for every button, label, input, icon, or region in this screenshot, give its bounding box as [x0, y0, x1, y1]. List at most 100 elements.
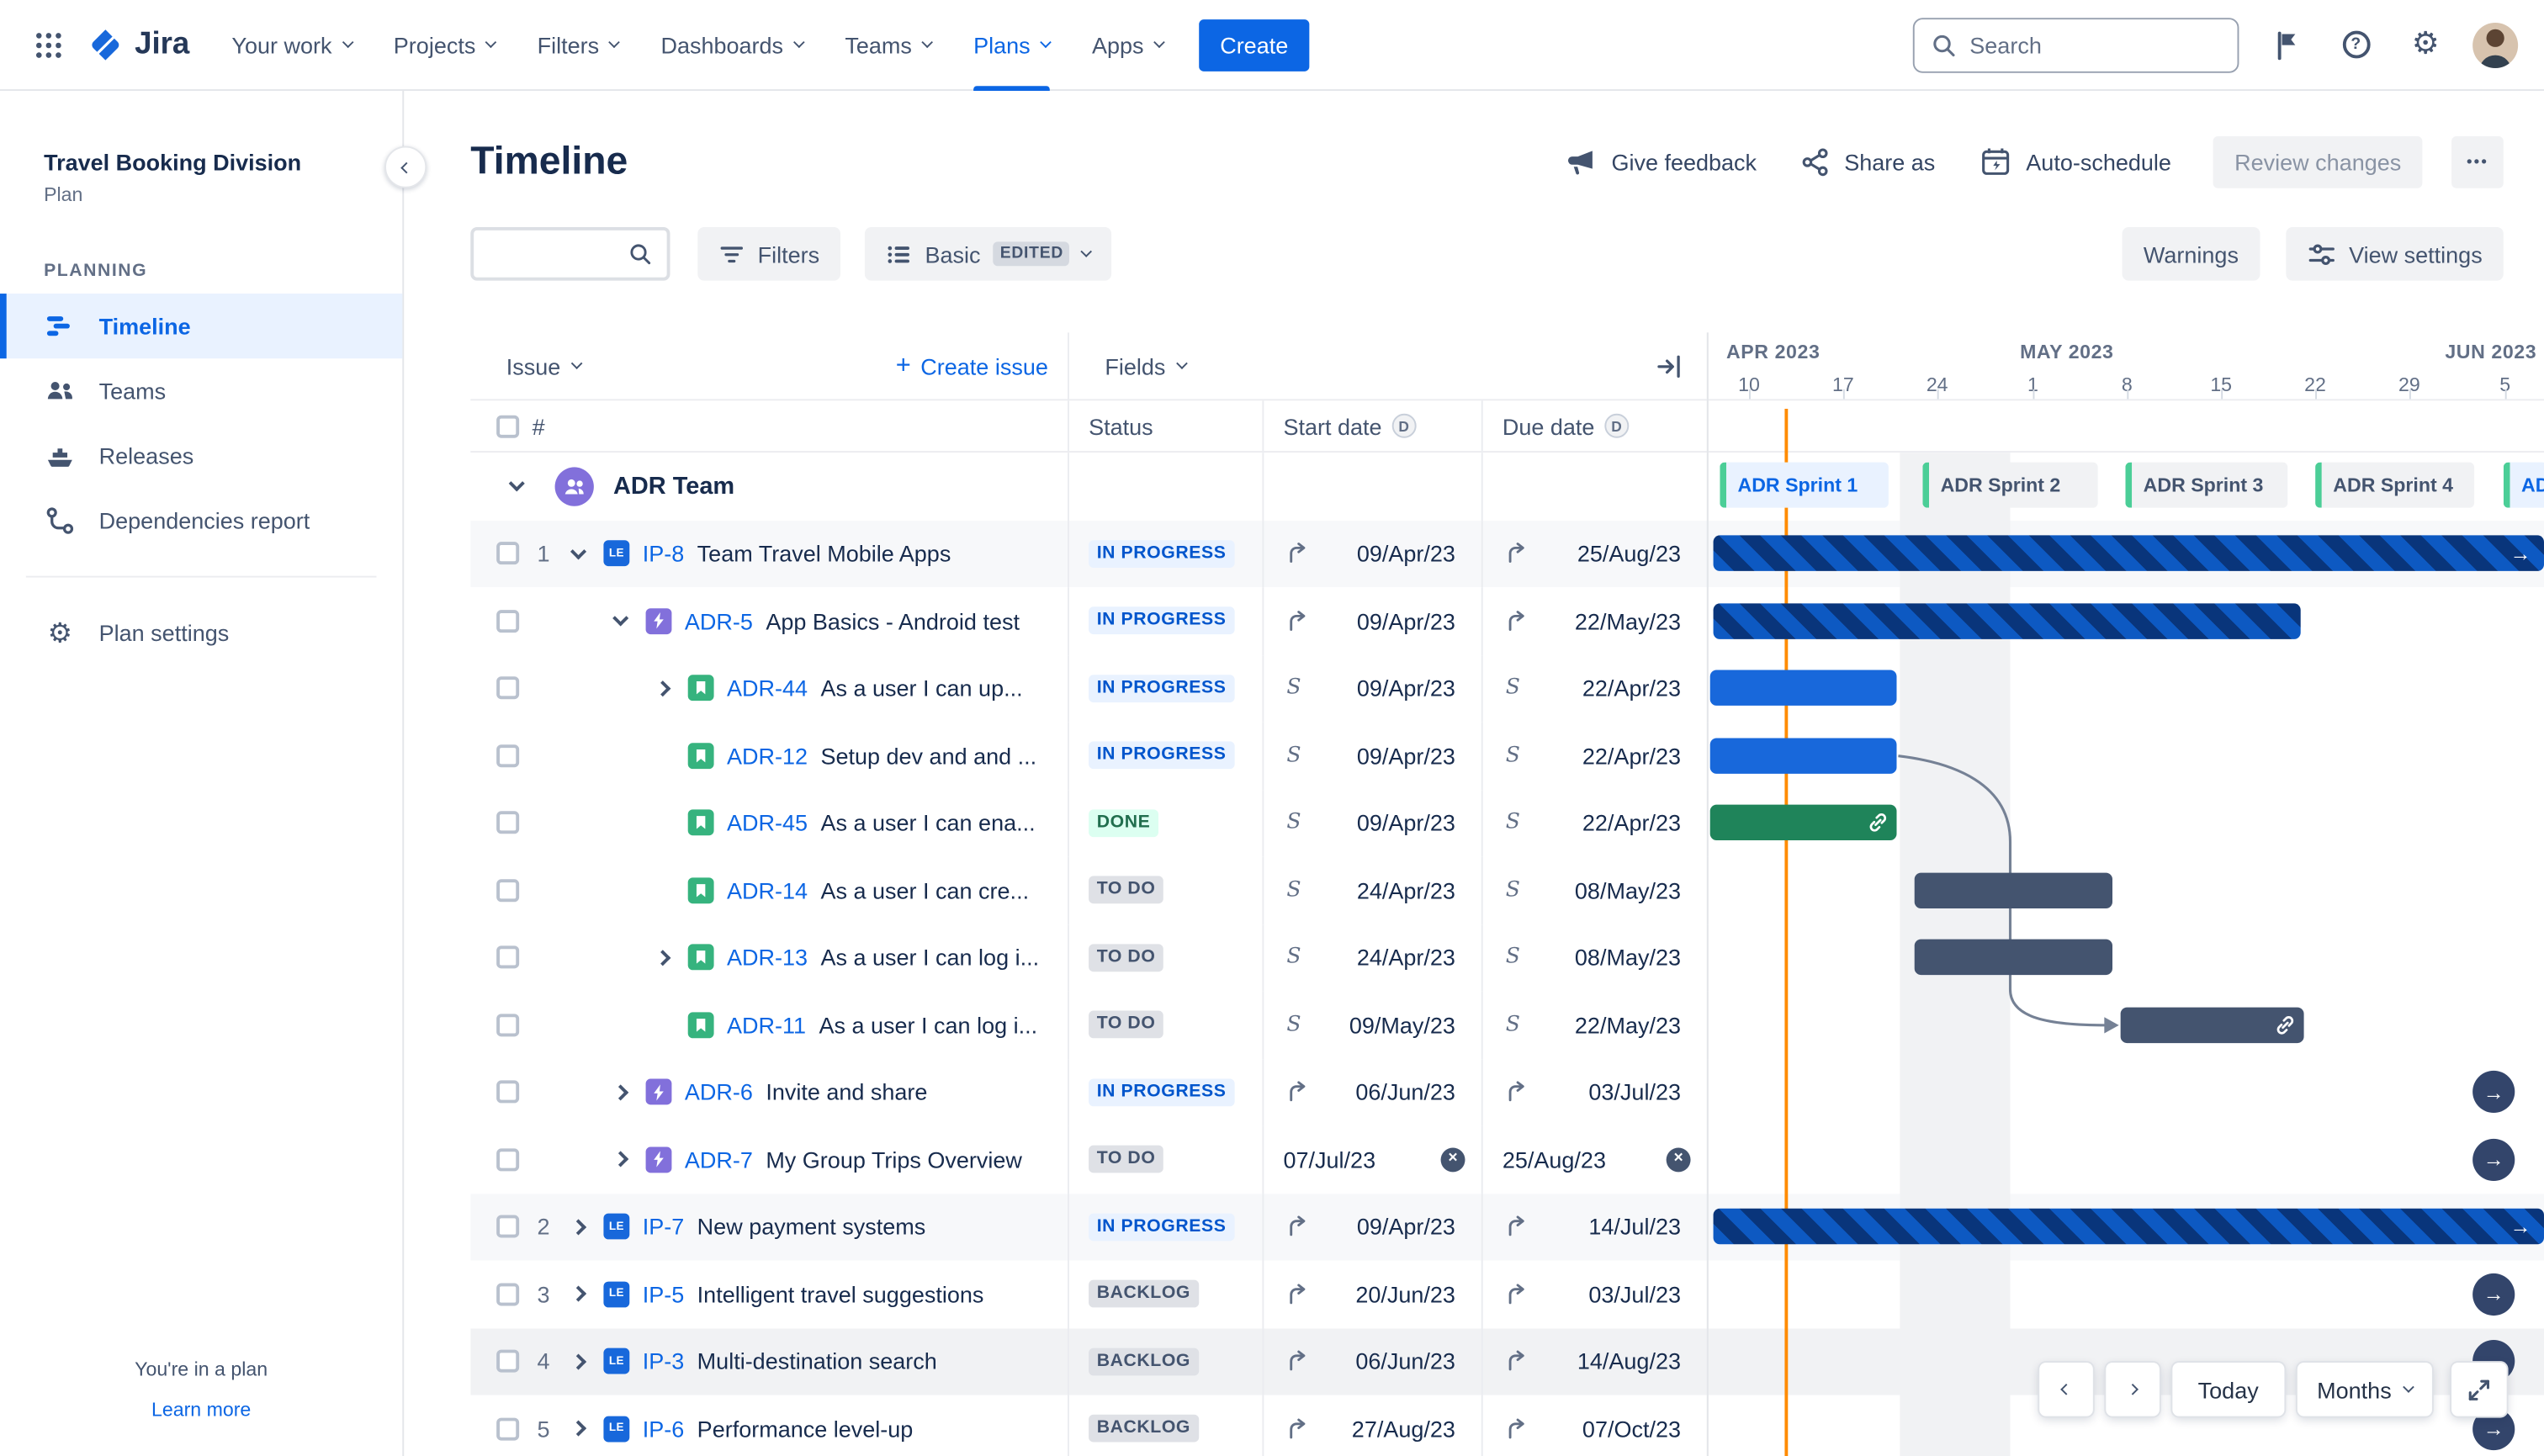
help-icon[interactable]: ?: [2333, 22, 2378, 67]
global-search[interactable]: [1912, 17, 2239, 72]
user-avatar[interactable]: [2472, 22, 2519, 68]
status-badge[interactable]: TO DO: [1089, 1010, 1164, 1039]
view-mode-button[interactable]: Basic EDITED: [865, 226, 1112, 281]
nav-item-apps[interactable]: Apps: [1092, 0, 1165, 90]
issue-key[interactable]: ADR-44: [726, 675, 808, 702]
sidebar-item-timeline[interactable]: Timeline: [0, 294, 403, 359]
scroll-left-button[interactable]: [2038, 1362, 2093, 1416]
nav-item-plans[interactable]: Plans: [973, 0, 1052, 91]
issue-key[interactable]: IP-6: [642, 1416, 685, 1443]
issue-row[interactable]: 2 LE IP-7 New payment systems IN PROGRESS 09/…: [470, 1193, 2544, 1261]
issue-key[interactable]: ADR-45: [726, 809, 808, 836]
row-checkbox[interactable]: [496, 1080, 520, 1104]
nav-item-projects[interactable]: Projects: [394, 0, 497, 90]
select-all-checkbox[interactable]: [496, 414, 520, 437]
dependency-link-icon[interactable]: [1868, 813, 1889, 834]
row-checkbox[interactable]: [496, 1215, 520, 1238]
offscreen-bar-arrow[interactable]: →: [2472, 1071, 2515, 1114]
status-badge[interactable]: IN PROGRESS: [1089, 741, 1235, 770]
issue-key[interactable]: ADR-6: [684, 1078, 753, 1105]
row-checkbox[interactable]: [496, 1147, 520, 1171]
sidebar-item-teams[interactable]: Teams: [0, 358, 402, 423]
status-badge[interactable]: BACKLOG: [1089, 1280, 1199, 1308]
row-checkbox[interactable]: [496, 542, 520, 565]
status-badge[interactable]: IN PROGRESS: [1089, 674, 1235, 702]
status-badge[interactable]: BACKLOG: [1089, 1347, 1199, 1375]
nav-item-filters[interactable]: Filters: [538, 0, 621, 90]
row-checkbox[interactable]: [496, 1350, 520, 1374]
issue-row[interactable]: ADR-45 As a user I can ena... DONE S 09/Apr/…: [470, 789, 2544, 857]
collapse-fields-icon[interactable]: [1655, 352, 1684, 381]
sidebar-item-plan-settings[interactable]: ⚙ Plan settings: [0, 601, 402, 665]
status-badge[interactable]: IN PROGRESS: [1089, 1078, 1235, 1106]
gantt-bar[interactable]: [1914, 872, 2112, 908]
row-checkbox[interactable]: [496, 811, 520, 834]
warnings-button[interactable]: Warnings: [2122, 226, 2260, 281]
timeline-search[interactable]: [470, 226, 670, 281]
issue-key[interactable]: ADR-13: [726, 944, 808, 971]
expander-right-icon[interactable]: [649, 945, 675, 971]
expander-right-icon[interactable]: [564, 1214, 591, 1240]
review-changes-button[interactable]: Review changes: [2213, 135, 2423, 188]
sidebar-collapse-button[interactable]: [384, 146, 427, 188]
more-button[interactable]: •••: [2451, 135, 2504, 188]
nav-item-dashboards[interactable]: Dashboards: [660, 0, 805, 90]
gantt-bar[interactable]: →: [1713, 1209, 2544, 1245]
offscreen-bar-arrow[interactable]: →: [2472, 1138, 2515, 1181]
expander-right-icon[interactable]: [607, 1146, 633, 1173]
sprint-bar[interactable]: ADR Sprint 2: [1922, 462, 2098, 508]
status-badge[interactable]: TO DO: [1089, 1146, 1164, 1173]
issue-key[interactable]: IP-5: [642, 1281, 685, 1307]
action-give-feedback[interactable]: Give feedback: [1565, 146, 1757, 179]
row-checkbox[interactable]: [496, 676, 520, 700]
issue-key[interactable]: IP-3: [642, 1348, 685, 1374]
fields-column-header[interactable]: Fields: [1067, 332, 1707, 400]
issue-row[interactable]: ADR-7 My Group Trips Overview TO DO 07/Jul/…: [470, 1125, 2544, 1194]
expander-right-icon[interactable]: [564, 1281, 591, 1307]
scroll-right-button[interactable]: [2105, 1362, 2160, 1416]
settings-gear-icon[interactable]: ⚙: [2403, 22, 2448, 67]
zoom-level-select[interactable]: Months: [2298, 1362, 2432, 1416]
nav-item-teams[interactable]: Teams: [845, 0, 933, 90]
expander-right-icon[interactable]: [564, 1416, 591, 1442]
dependency-link-icon[interactable]: [2275, 1014, 2296, 1035]
whats-new-flag-icon[interactable]: [2263, 22, 2308, 67]
expander-right-icon[interactable]: [649, 675, 675, 702]
sprint-bar[interactable]: AD: [2503, 462, 2544, 508]
nav-item-your-work[interactable]: Your work: [231, 0, 353, 90]
gantt-bar[interactable]: [1914, 940, 2112, 976]
gantt-bar[interactable]: [1713, 602, 2301, 639]
sprint-bar[interactable]: ADR Sprint 1: [1720, 462, 1889, 508]
gantt-bar[interactable]: [1709, 738, 1897, 774]
issue-key[interactable]: ADR-5: [684, 607, 753, 634]
issue-column-header[interactable]: Issue + Create issue: [506, 351, 1048, 379]
sidebar-item-releases[interactable]: Releases: [0, 423, 402, 488]
create-issue-button[interactable]: + Create issue: [895, 351, 1048, 379]
expander-down-icon[interactable]: [564, 541, 591, 567]
row-checkbox[interactable]: [496, 1417, 520, 1441]
jira-logo[interactable]: Jira: [87, 27, 189, 62]
issue-row[interactable]: 3 LE IP-5 Intelligent travel suggestions BAC…: [470, 1260, 2544, 1328]
issue-row[interactable]: ADR-13 As a user I can log i... TO DO S 24/A…: [470, 924, 2544, 992]
fullscreen-icon[interactable]: [2451, 1362, 2507, 1416]
issue-row[interactable]: ADR-12 Setup dev and and ... IN PROGRESS S 0…: [470, 722, 2544, 790]
row-checkbox[interactable]: [496, 878, 520, 902]
sprint-bar[interactable]: ADR Sprint 4: [2315, 462, 2475, 508]
row-checkbox[interactable]: [496, 1283, 520, 1306]
row-checkbox[interactable]: [496, 609, 520, 633]
status-badge[interactable]: TO DO: [1089, 943, 1164, 972]
status-badge[interactable]: BACKLOG: [1089, 1415, 1199, 1443]
gantt-bar[interactable]: [1709, 670, 1897, 707]
date-error-icon[interactable]: ×: [1440, 1146, 1465, 1172]
status-badge[interactable]: IN PROGRESS: [1089, 606, 1235, 635]
expander-down-icon[interactable]: [607, 608, 633, 634]
create-button[interactable]: Create: [1199, 19, 1310, 71]
learn-more-link[interactable]: Learn more: [151, 1398, 252, 1422]
date-error-icon[interactable]: ×: [1666, 1146, 1691, 1172]
action-auto-schedule[interactable]: Auto-schedule: [1979, 146, 2171, 179]
gantt-bar[interactable]: [2120, 1007, 2304, 1043]
row-checkbox[interactable]: [496, 1013, 520, 1036]
status-badge[interactable]: TO DO: [1089, 876, 1164, 904]
timeline-search-input[interactable]: [488, 241, 628, 267]
row-checkbox[interactable]: [496, 945, 520, 969]
